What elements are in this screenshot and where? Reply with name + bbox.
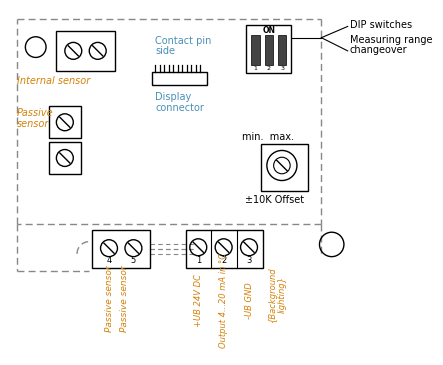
Text: 2: 2	[267, 66, 271, 71]
Bar	[186, 230, 263, 268]
Text: Passive: Passive	[17, 108, 54, 118]
Bar	[246, 24, 291, 73]
Text: 2: 2	[221, 256, 226, 265]
Text: lighting}: lighting}	[277, 276, 287, 313]
Bar	[92, 230, 150, 268]
Text: 1: 1	[196, 256, 201, 265]
Text: Display: Display	[155, 92, 191, 102]
Text: -UB GND: -UB GND	[245, 283, 253, 319]
Text: 5: 5	[131, 256, 136, 265]
Text: Passive sensor: Passive sensor	[105, 266, 113, 332]
Text: +UB 24V DC: +UB 24V DC	[194, 274, 203, 327]
Text: side: side	[155, 46, 175, 56]
Text: Internal sensor: Internal sensor	[17, 76, 90, 86]
Bar	[251, 35, 260, 65]
Text: ON: ON	[262, 26, 275, 35]
Text: 3: 3	[246, 256, 252, 265]
Text: Output 4...20 mA in °C: Output 4...20 mA in °C	[219, 253, 228, 348]
Text: 3: 3	[280, 66, 284, 71]
Bar	[49, 106, 81, 138]
Text: changeover: changeover	[350, 45, 407, 55]
Text: Measuring range: Measuring range	[350, 35, 432, 45]
Text: Passive sensor: Passive sensor	[120, 266, 129, 332]
Text: min.  max.: min. max.	[242, 132, 295, 142]
Circle shape	[267, 150, 297, 181]
Bar	[152, 72, 207, 85]
Bar	[261, 144, 308, 191]
Bar	[56, 31, 115, 70]
Bar	[264, 35, 273, 65]
Text: 1: 1	[253, 66, 257, 71]
Text: 4: 4	[106, 256, 112, 265]
Text: {Background: {Background	[268, 266, 277, 322]
Text: Contact pin: Contact pin	[155, 35, 211, 46]
Bar	[278, 35, 286, 65]
Bar	[49, 142, 81, 174]
Text: DIP switches: DIP switches	[350, 20, 412, 30]
Text: sensor: sensor	[17, 119, 49, 129]
Text: connector: connector	[155, 103, 204, 113]
Text: ±10K Offset: ±10K Offset	[245, 195, 304, 205]
